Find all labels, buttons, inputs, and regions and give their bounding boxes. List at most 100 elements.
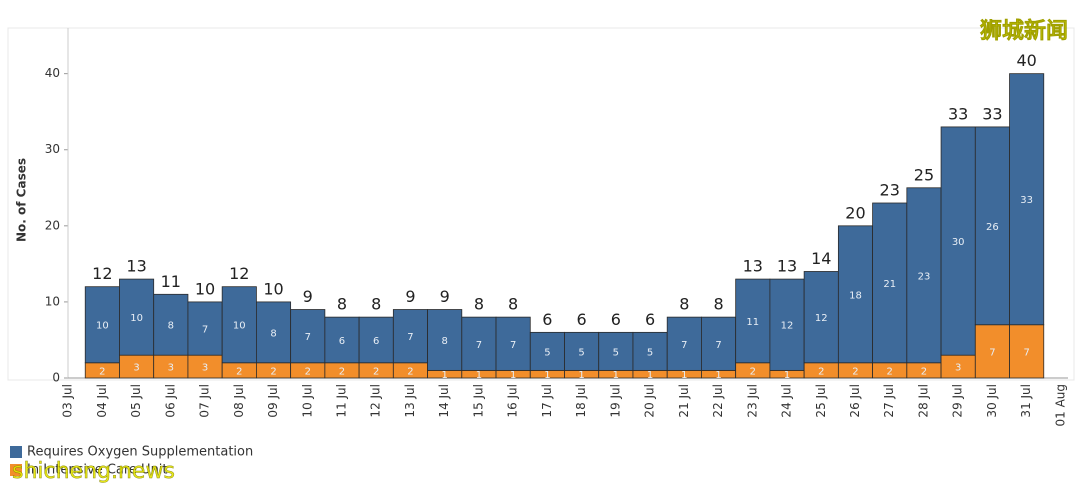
segment-label: 8 xyxy=(168,321,174,332)
x-tick-label: 04 Jul xyxy=(95,384,109,418)
segment-label: 8 xyxy=(270,328,276,339)
total-label: 13 xyxy=(126,257,146,276)
x-tick-label: 31 Jul xyxy=(1019,384,1033,418)
segment-label: 5 xyxy=(647,347,653,358)
total-label: 10 xyxy=(263,279,283,298)
y-axis-label: No. of Cases xyxy=(15,158,29,242)
bar-segment xyxy=(974,126,1010,326)
legend-swatch xyxy=(10,446,22,458)
x-tick-label: 06 Jul xyxy=(163,384,177,418)
x-tick-label: 20 Jul xyxy=(643,384,657,418)
total-label: 9 xyxy=(303,287,313,306)
bar-segment xyxy=(392,309,428,364)
bar-segment xyxy=(153,293,189,356)
x-tick-label: 01 Aug xyxy=(1053,384,1067,427)
bar-segment xyxy=(1009,73,1045,326)
total-label: 6 xyxy=(645,310,655,329)
x-tick-label: 30 Jul xyxy=(985,384,999,418)
total-label: 14 xyxy=(811,249,831,268)
x-tick-label: 28 Jul xyxy=(916,384,930,418)
segment-label: 8 xyxy=(441,336,447,347)
x-tick-label: 15 Jul xyxy=(471,384,485,418)
bar-segment xyxy=(666,316,702,371)
segment-label: 1 xyxy=(510,370,516,381)
segment-label: 10 xyxy=(130,313,143,324)
x-tick-label: 13 Jul xyxy=(403,384,417,418)
segment-label: 12 xyxy=(815,313,828,324)
segment-label: 6 xyxy=(373,336,379,347)
segment-label: 10 xyxy=(96,321,109,332)
total-label: 11 xyxy=(161,272,181,291)
y-tick-label: 40 xyxy=(45,66,60,80)
total-label: 8 xyxy=(713,295,723,314)
segment-label: 2 xyxy=(270,366,276,377)
x-tick-label: 10 Jul xyxy=(300,384,314,418)
segment-label: 3 xyxy=(955,363,961,374)
segment-label: 1 xyxy=(784,370,790,381)
x-tick-label: 14 Jul xyxy=(437,384,451,418)
segment-label: 2 xyxy=(887,366,893,377)
segment-label: 2 xyxy=(818,366,824,377)
segment-label: 2 xyxy=(339,366,345,377)
x-tick-label: 08 Jul xyxy=(232,384,246,418)
segment-label: 7 xyxy=(305,332,311,343)
x-tick-label: 11 Jul xyxy=(334,384,348,418)
total-label: 8 xyxy=(337,295,347,314)
segment-label: 30 xyxy=(952,237,965,248)
x-tick-label: 16 Jul xyxy=(506,384,520,418)
segment-label: 7 xyxy=(476,340,482,351)
segment-label: 1 xyxy=(578,370,584,381)
y-tick-label: 10 xyxy=(45,294,60,308)
segment-label: 1 xyxy=(715,370,721,381)
bar-segment xyxy=(769,278,805,371)
total-label: 6 xyxy=(577,310,587,329)
segment-label: 2 xyxy=(99,366,105,377)
legend-swatch xyxy=(10,464,22,476)
total-label: 8 xyxy=(679,295,689,314)
y-tick-label: 0 xyxy=(52,371,60,385)
x-tick-label: 24 Jul xyxy=(780,384,794,418)
segment-label: 12 xyxy=(781,321,794,332)
bar-segment xyxy=(495,316,531,371)
x-tick-label: 07 Jul xyxy=(198,384,212,418)
total-label: 20 xyxy=(845,203,865,222)
bar-segment xyxy=(564,331,600,371)
bar-segment xyxy=(461,316,497,371)
x-tick-label: 29 Jul xyxy=(951,384,965,418)
segment-label: 6 xyxy=(339,336,345,347)
segment-label: 5 xyxy=(613,347,619,358)
total-label: 6 xyxy=(542,310,552,329)
total-label: 9 xyxy=(440,287,450,306)
total-label: 8 xyxy=(371,295,381,314)
segment-label: 3 xyxy=(133,363,139,374)
total-label: 25 xyxy=(914,165,934,184)
bar-segment xyxy=(427,309,463,371)
x-tick-label: 22 Jul xyxy=(711,384,725,418)
x-tick-label: 12 Jul xyxy=(369,384,383,418)
bar-segment xyxy=(290,309,326,364)
bar-segment xyxy=(529,331,565,371)
total-label: 23 xyxy=(880,181,900,200)
total-label: 12 xyxy=(229,264,249,283)
x-tick-label: 19 Jul xyxy=(608,384,622,418)
segment-label: 10 xyxy=(233,321,246,332)
x-tick-label: 05 Jul xyxy=(129,384,143,418)
legend-label: In Intensive Care Unit xyxy=(27,463,168,478)
segment-label: 1 xyxy=(681,370,687,381)
segment-label: 1 xyxy=(647,370,653,381)
segment-label: 26 xyxy=(986,222,999,233)
segment-label: 2 xyxy=(373,366,379,377)
segment-label: 2 xyxy=(852,366,858,377)
segment-label: 7 xyxy=(715,340,721,351)
watermark: 狮城新闻 xyxy=(980,18,1068,44)
segment-label: 7 xyxy=(1023,347,1029,358)
bar-segment xyxy=(803,271,839,364)
segment-label: 11 xyxy=(746,317,759,328)
segment-label: 5 xyxy=(578,347,584,358)
legend-label: Requires Oxygen Supplementation xyxy=(27,445,253,460)
total-label: 33 xyxy=(948,104,968,123)
x-tick-label: 26 Jul xyxy=(848,384,862,418)
y-tick-label: 20 xyxy=(45,218,60,232)
segment-label: 3 xyxy=(168,363,174,374)
